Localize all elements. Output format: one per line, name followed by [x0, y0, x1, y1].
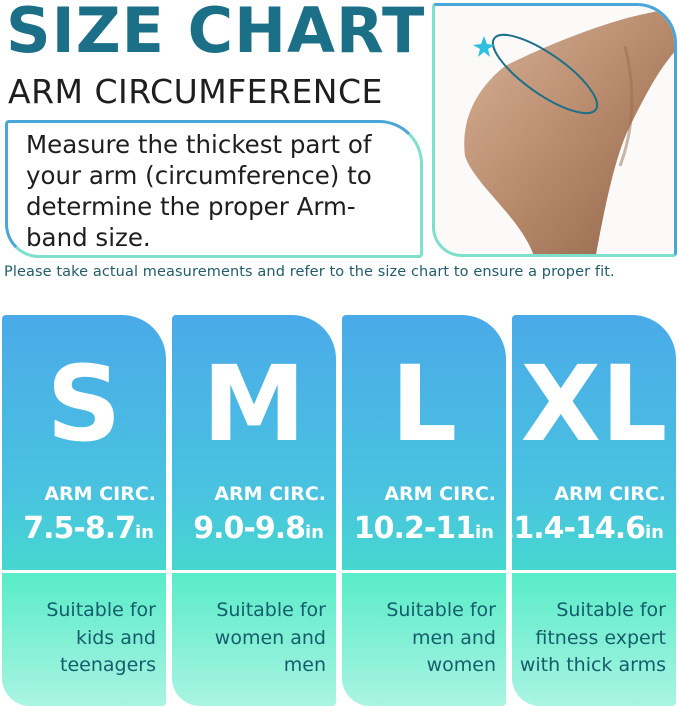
range-unit: in — [305, 522, 324, 543]
range-value: 11.4-14.6 — [512, 511, 646, 546]
range-unit: in — [135, 522, 154, 543]
size-description: Suitable for kids and teenagers — [46, 599, 156, 676]
range-value: 10.2-11 — [353, 511, 476, 546]
size-range: 9.0-9.8in — [193, 511, 324, 546]
size-description: Suitable for men and women — [386, 599, 496, 676]
instruction-text: Measure the thickest part of your arm (c… — [26, 130, 372, 252]
size-card-s: S ARM CIRC. 7.5-8.7in Suitable for kids … — [2, 315, 166, 706]
arm-circ-label: ARM CIRC. — [214, 483, 326, 505]
card-bottom: Suitable for women and men — [172, 573, 336, 706]
arm-circ-label: ARM CIRC. — [44, 483, 156, 505]
size-card-l: L ARM CIRC. 10.2-11in Suitable for men a… — [342, 315, 506, 706]
size-range: 11.4-14.6in — [512, 511, 664, 546]
size-range: 10.2-11in — [354, 511, 494, 546]
star-icon — [473, 36, 495, 57]
size-letter: XL — [520, 343, 668, 465]
range-value: 9.0-9.8 — [193, 511, 306, 546]
arm-circ-label: ARM CIRC. — [384, 483, 496, 505]
range-unit: in — [475, 522, 494, 543]
card-top: S ARM CIRC. 7.5-8.7in — [2, 315, 166, 570]
card-top: M ARM CIRC. 9.0-9.8in — [172, 315, 336, 570]
range-value: 7.5-8.7 — [23, 511, 136, 546]
size-letter: S — [46, 343, 122, 465]
page-subtitle: ARM CIRCUMFERENCE — [8, 72, 383, 111]
card-top: XL ARM CIRC. 11.4-14.6in — [512, 315, 676, 570]
card-bottom: Suitable for fitness expert with thick a… — [512, 573, 676, 706]
size-description: Suitable for women and men — [214, 599, 326, 676]
size-card-xl: XL ARM CIRC. 11.4-14.6in Suitable for fi… — [512, 315, 676, 706]
arm-illustration — [464, 7, 674, 254]
card-bottom: Suitable for kids and teenagers — [2, 573, 166, 706]
arm-photo — [432, 3, 677, 257]
size-card-m: M ARM CIRC. 9.0-9.8in Suitable for women… — [172, 315, 336, 706]
size-description: Suitable for fitness expert with thick a… — [519, 599, 666, 676]
size-letter: M — [202, 343, 306, 465]
card-top: L ARM CIRC. 10.2-11in — [342, 315, 506, 570]
page-title: SIZE CHART — [6, 0, 426, 67]
size-letter: L — [390, 343, 458, 465]
instruction-box: Measure the thickest part of your arm (c… — [5, 120, 423, 258]
range-unit: in — [645, 522, 664, 543]
size-range: 7.5-8.7in — [23, 511, 154, 546]
fit-note: Please take actual measurements and refe… — [4, 264, 615, 280]
arm-circ-label: ARM CIRC. — [554, 483, 666, 505]
card-bottom: Suitable for men and women — [342, 573, 506, 706]
